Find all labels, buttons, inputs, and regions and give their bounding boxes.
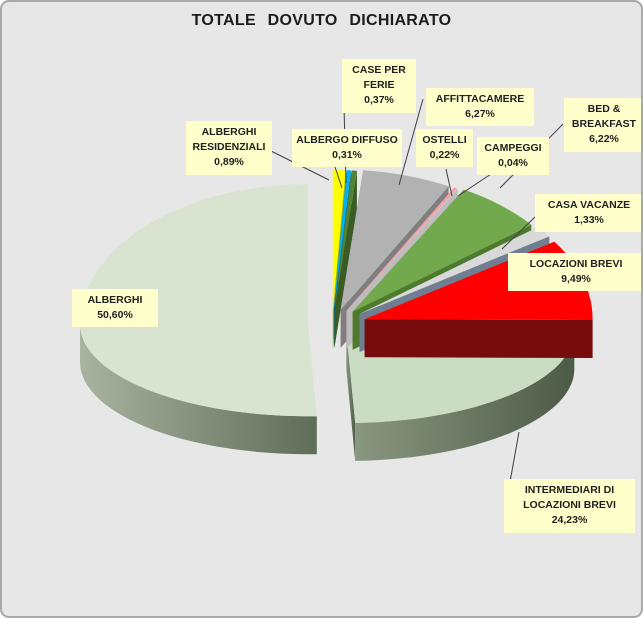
slice-cut-end-case-per-ferie bbox=[334, 170, 357, 349]
slice-label-name: INTERMEDIARI DI LOCAZIONI BREVI bbox=[523, 484, 616, 512]
slice-top-affittacamere bbox=[340, 170, 449, 310]
leader-line-affittacamere bbox=[398, 98, 424, 186]
leader-line-ostelli bbox=[445, 168, 453, 197]
slice-top-ostelli bbox=[346, 187, 457, 311]
slice-label-name: ALBERGHI RESIDENZIALI bbox=[192, 126, 266, 154]
slice-rim-alberghi bbox=[80, 324, 317, 455]
slice-label-name: CAMPEGGI bbox=[484, 142, 542, 154]
slice-label-casa-vacanze: CASA VACANZE 1,33% bbox=[535, 194, 641, 233]
slice-label-value: 24,23% bbox=[551, 514, 588, 527]
slice-label-alberghi: ALBERGHI 50,60% bbox=[72, 289, 158, 328]
slice-label-value: 0,89% bbox=[214, 156, 244, 169]
slice-cut-end-intermediari-di-locazioni-brevi bbox=[346, 331, 356, 461]
slice-label-intermediari-di-locazioni-brevi: INTERMEDIARI DI LOCAZIONI BREVI 24,23% bbox=[504, 479, 635, 533]
slice-label-ostelli: OSTELLI 0,22% bbox=[416, 129, 473, 168]
slice-label-affittacamere: AFFITTACAMERE 6,27% bbox=[426, 88, 534, 127]
slice-label-value: 9,49% bbox=[561, 273, 591, 286]
leader-line-casa-vacanze bbox=[501, 216, 536, 250]
slice-label-name: CASE PER FERIE bbox=[352, 64, 406, 92]
slice-label-value: 1,33% bbox=[574, 214, 604, 227]
slice-top-bed-breakfast bbox=[352, 189, 532, 312]
slice-label-name: ALBERGHI bbox=[87, 294, 143, 306]
slice-label-name: OSTELLI bbox=[422, 134, 467, 146]
slice-label-alberghi-residenziali: ALBERGHI RESIDENZIALI 0,89% bbox=[186, 121, 272, 175]
slice-label-value: 50,60% bbox=[97, 309, 133, 322]
slice-label-value: 0,37% bbox=[364, 94, 394, 107]
slice-label-locazioni-brevi: LOCAZIONI BREVI 9,49% bbox=[508, 253, 641, 292]
slice-label-name: LOCAZIONI BREVI bbox=[529, 258, 623, 270]
slice-label-name: BED & BREAKFAST bbox=[571, 103, 637, 131]
slice-label-name: ALBERGO DIFFUSO bbox=[296, 134, 398, 146]
slice-label-value: 6,27% bbox=[465, 108, 495, 121]
slice-label-value: 6,22% bbox=[589, 133, 619, 146]
slice-top-case-per-ferie bbox=[334, 170, 357, 311]
leader-line-campeggi bbox=[457, 173, 492, 197]
slice-label-bed-breakfast: BED & BREAKFAST 6,22% bbox=[564, 98, 641, 152]
pie-slices bbox=[80, 170, 593, 461]
slice-top-alberghi-residenziali bbox=[332, 170, 346, 310]
slice-label-value: 0,31% bbox=[332, 149, 362, 162]
slice-label-value: 0,22% bbox=[429, 149, 460, 162]
leader-line-albergo-diffuso bbox=[334, 166, 343, 189]
slice-top-alberghi bbox=[80, 184, 317, 417]
slice-cut-end-locazioni-brevi bbox=[364, 319, 593, 358]
chart-title: TOTALE DOVUTO DICHIARATO bbox=[191, 12, 452, 29]
slice-top-albergo-diffuso bbox=[333, 170, 351, 310]
slice-label-case-per-ferie: CASE PER FERIE 0,37% bbox=[342, 59, 416, 113]
slice-top-campeggi bbox=[346, 188, 458, 311]
slice-label-value: 0,04% bbox=[498, 157, 528, 170]
slice-label-albergo-diffuso: ALBERGO DIFFUSO 0,31% bbox=[292, 129, 402, 168]
slice-label-campeggi: CAMPEGGI 0,04% bbox=[477, 137, 549, 176]
slice-label-name: CASA VACANZE bbox=[547, 199, 631, 211]
slice-rim-intermediari-di-locazioni-brevi bbox=[355, 331, 575, 461]
slice-label-name: AFFITTACAMERE bbox=[435, 93, 525, 105]
